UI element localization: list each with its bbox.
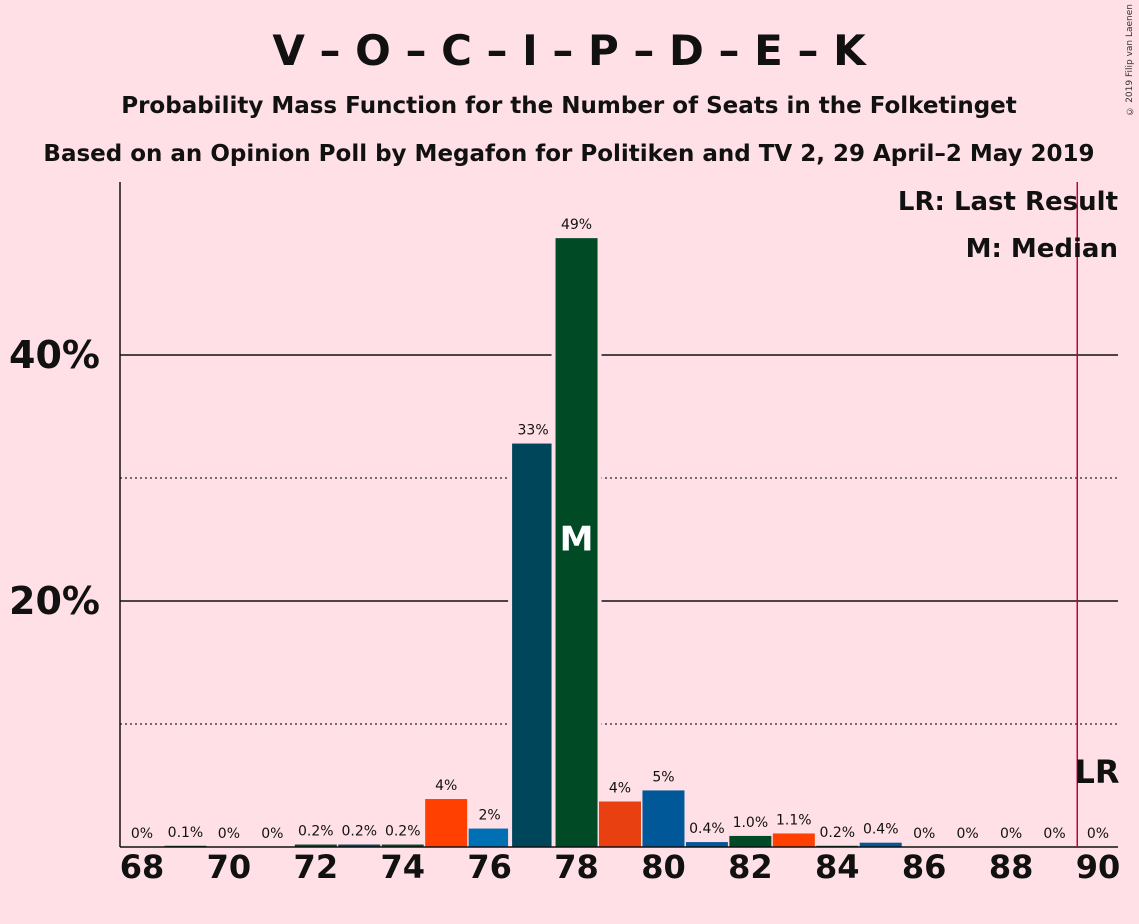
data-label-72: 0.2% (298, 824, 334, 840)
data-label-90: 0% (1087, 826, 1109, 842)
data-label-79: 4% (609, 780, 631, 796)
chart-title: V – O – C – I – P – D – E – K (272, 26, 867, 75)
bar-83 (772, 833, 815, 847)
bar-81 (685, 842, 728, 847)
bar-85 (859, 842, 902, 847)
data-label-70: 0% (218, 826, 240, 842)
bar-75 (425, 799, 468, 847)
x-tick-label: 84 (815, 848, 860, 886)
bar-72 (294, 844, 337, 847)
data-label-88: 0% (1000, 826, 1022, 842)
x-tick-label: 82 (728, 848, 773, 886)
grid-lines (120, 354, 1118, 725)
bar-82 (729, 835, 772, 847)
data-label-82: 1.0% (733, 815, 769, 831)
data-label-73: 0.2% (341, 824, 377, 840)
data-label-69: 0.1% (168, 825, 204, 841)
data-label-81: 0.4% (689, 821, 725, 837)
chart-subtitle: Probability Mass Function for the Number… (121, 93, 1017, 119)
bar-79 (599, 801, 641, 847)
y-tick-label: 40% (9, 333, 100, 377)
legend-entry: M: Median (966, 234, 1118, 264)
median-marker: M (560, 519, 594, 559)
data-label-80: 5% (652, 769, 674, 785)
bar-80 (642, 790, 685, 847)
data-label-85: 0.4% (863, 822, 899, 838)
data-label-83: 1.1% (776, 812, 812, 828)
y-tick-label: 20% (9, 579, 100, 623)
x-tick-label: 90 (1076, 848, 1121, 886)
last-result-marker: LR (1074, 753, 1119, 791)
data-label-71: 0% (261, 826, 283, 842)
x-tick-label: 70 (207, 848, 252, 886)
bar-group: 0% 0.1% 0% 0% 0.2% 0.2% 0.2% 4% 2% 33% 49% 4% 5% 0.4%… (131, 217, 1109, 847)
bar-78 (555, 238, 598, 847)
data-label-89: 0% (1043, 826, 1065, 842)
x-tick-label: 86 (902, 848, 947, 886)
data-label-75: 4% (435, 778, 457, 794)
bar-74 (381, 844, 424, 847)
data-label-78: 49% (561, 217, 592, 233)
axes: 68 70 72 74 76 78 80 82 84 86 88 90 20% 40% LR (9, 182, 1120, 886)
legend: LR: Last Result M: Median (898, 187, 1118, 264)
data-label-68: 0% (131, 826, 153, 842)
data-label-86: 0% (913, 826, 935, 842)
x-tick-label: 78 (554, 848, 599, 886)
bar-77 (512, 443, 555, 847)
x-tick-label: 68 (120, 848, 165, 886)
x-tick-label: 72 (294, 848, 339, 886)
data-label-77: 33% (518, 423, 549, 439)
legend-entry: LR: Last Result (898, 187, 1118, 217)
x-tick-label: 80 (641, 848, 686, 886)
data-label-74: 0.2% (385, 824, 421, 840)
chart-subtitle-2: Based on an Opinion Poll by Megafon for … (43, 141, 1094, 167)
bar-73 (338, 844, 381, 847)
bar-76 (468, 828, 511, 847)
data-label-76: 2% (479, 808, 501, 824)
copyright-note: © 2019 Filip van Laenen (1125, 4, 1135, 116)
data-label-87: 0% (957, 826, 979, 842)
x-tick-label: 74 (380, 848, 425, 886)
x-tick-label: 88 (989, 848, 1034, 886)
data-label-84: 0.2% (819, 825, 855, 841)
x-tick-label: 76 (467, 848, 512, 886)
